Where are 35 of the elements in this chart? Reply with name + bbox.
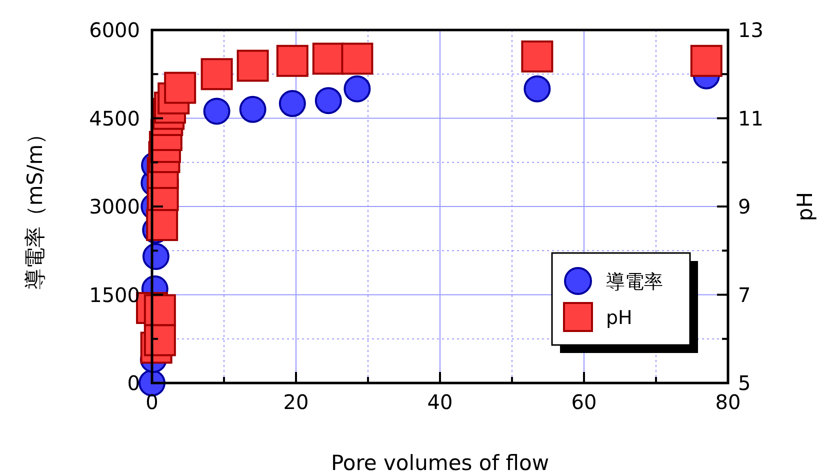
point bbox=[142, 243, 170, 270]
point bbox=[524, 75, 551, 102]
y-tick-label: 1500 bbox=[89, 282, 140, 307]
y2-tick-label: 7 bbox=[738, 282, 751, 307]
point bbox=[144, 324, 176, 356]
y-tick-label: 3000 bbox=[89, 194, 140, 218]
point bbox=[236, 50, 269, 82]
legend-label: pH bbox=[606, 307, 632, 329]
y2-tick-label: 11 bbox=[738, 106, 764, 130]
y2-tick-label: 5 bbox=[738, 371, 751, 395]
point bbox=[239, 96, 266, 123]
y2-tick-label: 9 bbox=[738, 194, 751, 218]
x-axis-title: Pore volumes of flow bbox=[330, 451, 550, 475]
point bbox=[200, 58, 233, 90]
y-tick-label: 0 bbox=[127, 371, 140, 395]
x-tick-label: 20 bbox=[283, 390, 309, 414]
point bbox=[164, 72, 196, 104]
point bbox=[341, 42, 374, 75]
point bbox=[314, 87, 342, 114]
point bbox=[521, 40, 554, 72]
point bbox=[203, 98, 230, 125]
x-tick-label: 0 bbox=[146, 390, 158, 414]
point bbox=[278, 90, 306, 118]
point bbox=[344, 75, 371, 102]
y-axis-title: 導電率（mS/m） bbox=[23, 123, 47, 290]
point bbox=[690, 44, 722, 77]
x-tick-label: 80 bbox=[715, 390, 741, 414]
y-tick-label: 4500 bbox=[89, 106, 140, 130]
x-tick-label: 40 bbox=[427, 390, 453, 414]
y-tick-label: 6000 bbox=[89, 18, 140, 42]
legend-label: 導電率 bbox=[606, 271, 663, 293]
point bbox=[276, 44, 308, 77]
y2-axis-title: pH bbox=[793, 192, 817, 222]
x-tick-label: 60 bbox=[571, 390, 597, 414]
y2-tick-label: 13 bbox=[738, 18, 764, 42]
